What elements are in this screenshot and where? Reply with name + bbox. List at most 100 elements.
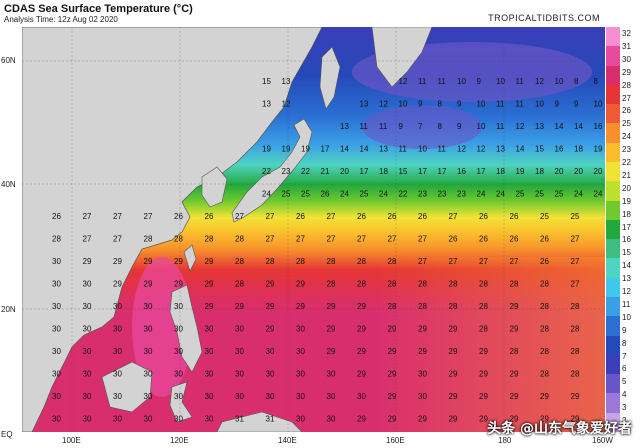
sst-value: 25	[540, 212, 549, 221]
sst-value: 27	[235, 212, 244, 221]
sst-value: 13	[496, 145, 505, 154]
sst-value: 29	[205, 302, 214, 311]
sst-value: 28	[479, 325, 488, 334]
sst-value: 29	[388, 347, 397, 356]
sst-value: 30	[52, 280, 61, 289]
sst-value: 29	[113, 280, 122, 289]
sst-map-canvas: 15 13 12 11 11 10 9 10 11 12 10 8 8 13 12 13 12 10 9 8 9 10 11…	[22, 27, 605, 432]
sst-value: 27	[418, 257, 427, 266]
sst-value: 28	[540, 370, 549, 379]
sst-value: 29	[479, 370, 488, 379]
sst-value: 30	[144, 392, 153, 401]
sst-value: 22	[301, 167, 310, 176]
sst-value: 27	[266, 235, 275, 244]
lon-label-140e: 140E	[278, 436, 297, 445]
sst-value: 28	[357, 280, 366, 289]
sst-value: 17	[438, 167, 447, 176]
colorbar-swatch	[606, 393, 620, 414]
colorbar-swatch	[606, 335, 620, 356]
sst-value: 24	[379, 190, 388, 199]
sst-value: 30	[144, 347, 153, 356]
sst-value: 19	[594, 145, 603, 154]
sst-value: 30	[174, 370, 183, 379]
sst-value: 18	[496, 167, 505, 176]
lat-label-40n: 40N	[1, 180, 16, 189]
sst-value: 29	[357, 415, 366, 424]
sst-value: 10	[477, 122, 486, 131]
brand-label: TROPICALTIDBITS.COM	[488, 13, 600, 23]
sst-value: 29	[388, 392, 397, 401]
sst-value: 13	[262, 100, 271, 109]
sst-value: 29	[418, 347, 427, 356]
sst-value: 14	[516, 145, 525, 154]
colorbar-label: 15	[622, 248, 631, 258]
sst-value: 30	[83, 280, 92, 289]
sst-value: 8	[438, 122, 443, 131]
sst-value: 30	[83, 392, 92, 401]
sst-value: 28	[52, 235, 61, 244]
sst-value: 19	[262, 145, 271, 154]
colorbar-label: 16	[622, 235, 631, 245]
sst-value: 10	[477, 100, 486, 109]
sst-value: 16	[457, 167, 466, 176]
sst-value: 11	[496, 122, 505, 131]
sst-value: 29	[540, 415, 549, 424]
sst-value: 27	[388, 235, 397, 244]
sst-value: 29	[510, 370, 519, 379]
sst-value: 26	[388, 212, 397, 221]
sst-value: 27	[327, 235, 336, 244]
colorbar-swatch	[606, 297, 620, 317]
lon-label-100e: 100E	[62, 436, 81, 445]
sst-value: 24	[340, 190, 349, 199]
lat-label-60n: 60N	[1, 56, 16, 65]
sst-value: 30	[113, 347, 122, 356]
colorbar-label: 17	[622, 222, 631, 232]
header: CDAS Sea Surface Temperature (°C) Analys…	[0, 0, 640, 26]
sst-value: 27	[113, 235, 122, 244]
sst-value: 16	[594, 122, 603, 131]
colorbar-swatch	[606, 277, 620, 298]
sst-value: 22	[262, 167, 271, 176]
sst-value: 29	[113, 257, 122, 266]
sst-value: 24	[477, 190, 486, 199]
sst-value: 11	[516, 77, 525, 86]
sst-value: 29	[479, 392, 488, 401]
sst-value: 30	[83, 415, 92, 424]
sst-value: 8	[438, 100, 443, 109]
sst-value: 27	[83, 212, 92, 221]
sst-value: 28	[296, 257, 305, 266]
sst-value: 30	[205, 392, 214, 401]
colorbar-label: 27	[622, 93, 631, 103]
sst-value: 30	[113, 302, 122, 311]
colorbar-swatch	[606, 65, 620, 86]
sst-value: 30	[52, 415, 61, 424]
sst-value: 28	[540, 347, 549, 356]
colorbar-swatch	[606, 84, 620, 105]
sst-value: 29	[571, 415, 580, 424]
colorbar-swatch	[606, 162, 620, 182]
sst-value: 29	[327, 302, 336, 311]
sst-value: 28	[510, 280, 519, 289]
sst-value: 29	[449, 392, 458, 401]
sst-value: 27	[479, 257, 488, 266]
sst-value: 30	[418, 370, 427, 379]
sst-value-labels: 15 13 12 11 11 10 9 10 11 12 10 8 8 13 12 13 12 10 9 8 9 10 11…	[52, 77, 603, 424]
sst-value: 30	[296, 325, 305, 334]
sst-value: 11	[418, 77, 427, 86]
colorbar-swatch	[606, 316, 620, 337]
sst-value: 24	[262, 190, 271, 199]
sst-value: 28	[235, 257, 244, 266]
sst-value: 29	[540, 392, 549, 401]
sst-value: 28	[571, 325, 580, 334]
lon-label-160e: 160E	[386, 436, 405, 445]
sst-value: 28	[479, 280, 488, 289]
sst-value: 30	[357, 392, 366, 401]
sst-value: 28	[327, 280, 336, 289]
sst-value: 10	[496, 77, 505, 86]
sst-value: 15	[399, 167, 408, 176]
sst-value: 25	[516, 190, 525, 199]
sst-value: 29	[266, 325, 275, 334]
sst-value: 28	[388, 257, 397, 266]
sst-value: 27	[266, 212, 275, 221]
colorbar-swatch	[606, 104, 620, 124]
